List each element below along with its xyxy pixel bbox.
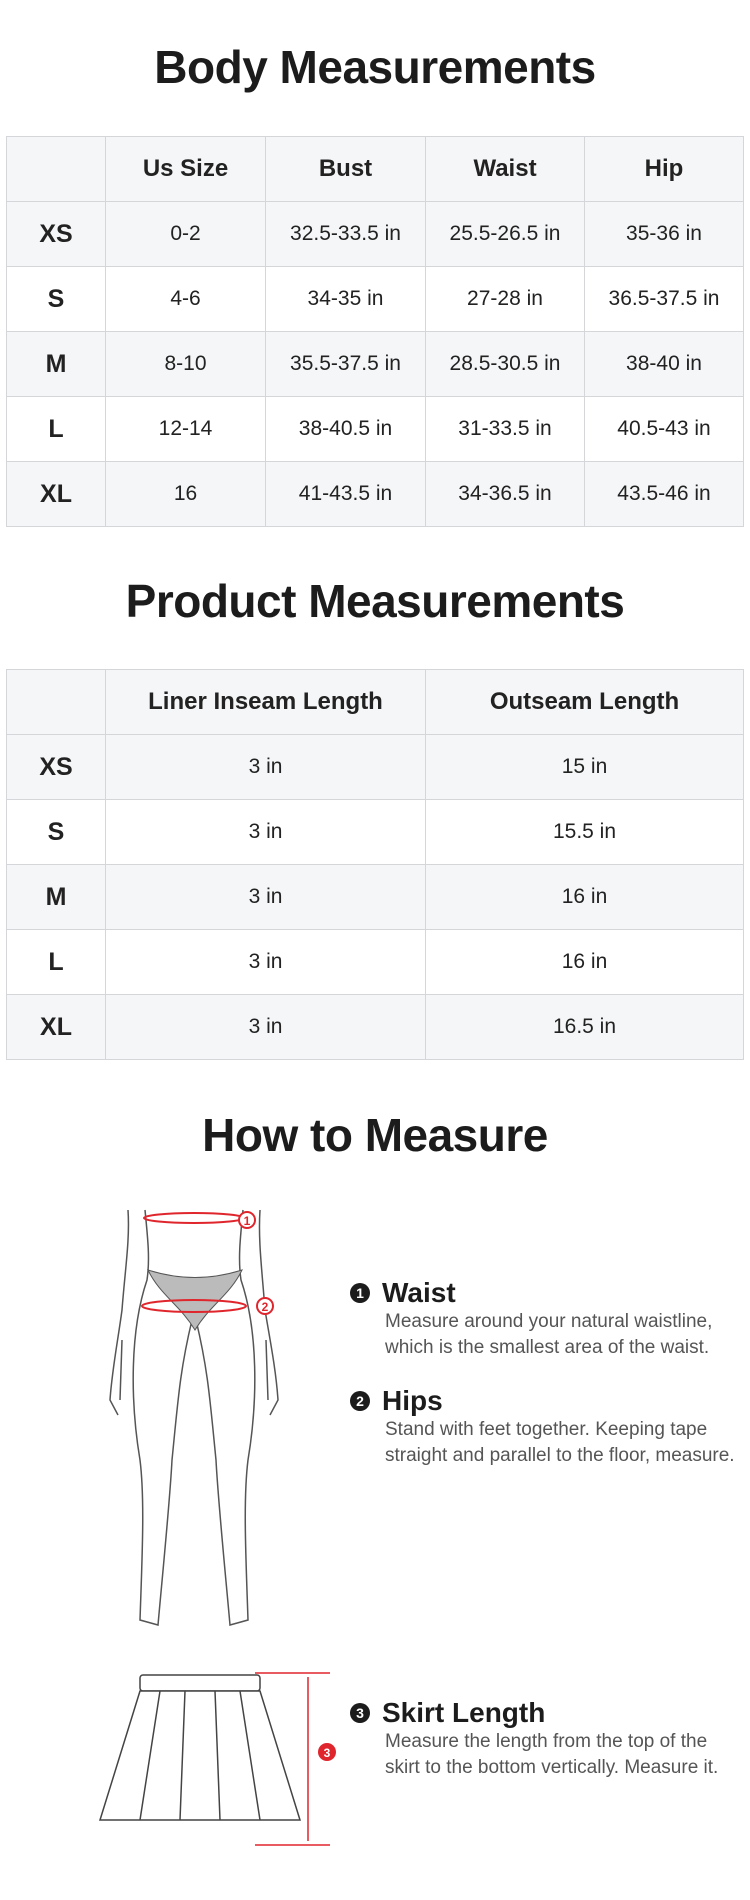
header-cell [6, 136, 106, 202]
product-measurements-table: Liner Inseam Length Outseam Length XS 3 in… [6, 669, 744, 1060]
header-cell: Liner Inseam Length [105, 669, 426, 735]
marker-3-label: 3 [324, 1746, 331, 1760]
table-row: L 12-14 38-40.5 in 31-33.5 in 40.5-43 in [6, 396, 744, 462]
table-cell: 4-6 [105, 266, 266, 332]
step-title: Hips [382, 1385, 443, 1416]
table-cell: 34-36.5 in [425, 461, 585, 527]
size-label: XS [6, 734, 106, 800]
table-header-row: Us Size Bust Waist Hip [6, 136, 744, 202]
body-figure-illustration: 1 2 [109, 1209, 279, 1626]
step-number-icon: 3 [350, 1703, 370, 1723]
table-cell: 16 in [425, 929, 744, 995]
header-cell [6, 669, 106, 735]
header-cell: Bust [265, 136, 426, 202]
step-text: Measure around your natural waistline, w… [385, 1311, 713, 1358]
table-cell: 38-40 in [584, 331, 744, 397]
marker-2-icon [256, 1297, 274, 1315]
table-cell: 3 in [105, 799, 426, 865]
size-label: L [6, 396, 106, 462]
table-row: XL 16 41-43.5 in 34-36.5 in 43.5-46 in [6, 461, 744, 527]
table-cell: 15.5 in [425, 799, 744, 865]
table-cell: 28.5-30.5 in [425, 331, 585, 397]
table-cell: 16 [105, 461, 266, 527]
body-measurements-table: Us Size Bust Waist Hip XS 0-2 32.5-33.5 in 25.… [6, 136, 744, 527]
size-label: S [6, 266, 106, 332]
marker-3-icon [318, 1743, 336, 1761]
table-cell: 36.5-37.5 in [584, 266, 744, 332]
table-cell: 43.5-46 in [584, 461, 744, 527]
how-to-measure-title: How to Measure [202, 1109, 548, 1161]
table-cell: 8-10 [105, 331, 266, 397]
step-skirt-length: 3 Skirt Length Measure the length from th… [350, 1697, 740, 1781]
size-label: XL [6, 461, 106, 527]
table-cell: 12-14 [105, 396, 266, 462]
table-cell: 15 in [425, 734, 744, 800]
step-title: Waist [382, 1277, 456, 1308]
header-cell: Hip [584, 136, 744, 202]
table-row: XS 3 in 15 in [6, 734, 744, 800]
table-cell: 3 in [105, 864, 426, 930]
size-label: L [6, 929, 106, 995]
size-label: XL [6, 994, 106, 1060]
body-measurements-title: Body Measurements [154, 41, 596, 93]
step-number-icon: 1 [350, 1283, 370, 1303]
table-cell: 40.5-43 in [584, 396, 744, 462]
table-cell: 27-28 in [425, 266, 585, 332]
table-cell: 34-35 in [265, 266, 426, 332]
table-row: S 4-6 34-35 in 27-28 in 36.5-37.5 in [6, 266, 744, 332]
step-text: Stand with feet together. Keeping tape s… [385, 1419, 735, 1466]
step-text: Measure the length from the top of the s… [385, 1731, 719, 1778]
size-label: M [6, 331, 106, 397]
table-cell: 0-2 [105, 201, 266, 267]
product-measurements-title: Product Measurements [125, 575, 625, 627]
table-cell: 3 in [105, 994, 426, 1060]
table-row: XL 3 in 16.5 in [6, 994, 744, 1060]
marker-2-label: 2 [262, 1300, 269, 1314]
table-header-row: Liner Inseam Length Outseam Length [6, 669, 744, 735]
header-cell: Outseam Length [425, 669, 744, 735]
table-cell: 16 in [425, 864, 744, 930]
table-cell: 16.5 in [425, 994, 744, 1060]
marker-1-icon [238, 1211, 256, 1229]
table-cell: 3 in [105, 734, 426, 800]
table-cell: 25.5-26.5 in [425, 201, 585, 267]
step-waist: 1 Waist Measure around your natural waist… [350, 1277, 740, 1361]
size-label: M [6, 864, 106, 930]
header-cell: Waist [425, 136, 585, 202]
table-cell: 31-33.5 in [425, 396, 585, 462]
table-cell: 3 in [105, 929, 426, 995]
table-cell: 38-40.5 in [265, 396, 426, 462]
table-row: XS 0-2 32.5-33.5 in 25.5-26.5 in 35-36 in [6, 201, 744, 267]
header-cell: Us Size [105, 136, 266, 202]
table-cell: 35.5-37.5 in [265, 331, 426, 397]
size-label: XS [6, 201, 106, 267]
step-hips: 2 Hips Stand with feet together. Keeping … [350, 1385, 740, 1469]
size-label: S [6, 799, 106, 865]
table-cell: 41-43.5 in [265, 461, 426, 527]
marker-1-label: 1 [244, 1214, 251, 1228]
step-number-icon: 2 [350, 1391, 370, 1411]
table-row: M 8-10 35.5-37.5 in 28.5-30.5 in 38-40 in [6, 331, 744, 397]
step-title: Skirt Length [382, 1697, 546, 1728]
table-cell: 32.5-33.5 in [265, 201, 426, 267]
skirt-illustration: 3 [98, 1672, 336, 1846]
table-cell: 35-36 in [584, 201, 744, 267]
